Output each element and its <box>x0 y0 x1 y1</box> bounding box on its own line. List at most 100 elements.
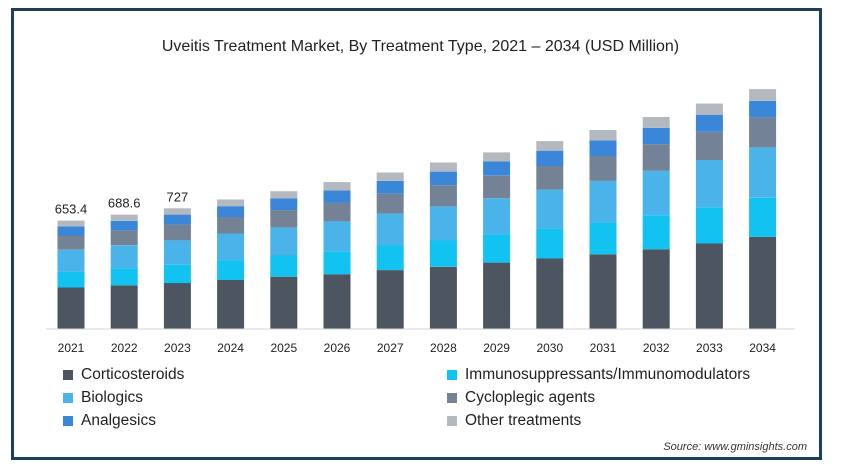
x-tick-labels: 2021 2022 2023 2024 2025 2026 2027 2028 2029 2030… <box>58 341 777 355</box>
source-note: Source: www.gminsights.com <box>663 441 807 453</box>
bar-segment-2026-3 <box>323 202 351 222</box>
x-tick-label: 2034 <box>749 341 776 355</box>
bar-segment-2023-3 <box>163 224 191 241</box>
bar-segment-2031-3 <box>589 156 617 181</box>
chart-title: Uveitis Treatment Market, By Treatment T… <box>161 38 680 55</box>
bar-segment-2025-1 <box>270 255 298 277</box>
bar-segment-2027-2 <box>376 213 404 246</box>
bar-segment-2031-2 <box>589 180 617 223</box>
data-labels: 653.4 688.6 727 <box>55 189 189 216</box>
bar-segment-2033-4 <box>695 114 723 132</box>
bar-segment-2034-3 <box>749 117 777 148</box>
data-label: 653.4 <box>55 202 88 217</box>
bar-segment-2025-4 <box>270 198 298 211</box>
bar-segment-2024-1 <box>217 260 245 280</box>
x-tick-label: 2023 <box>164 341 191 355</box>
bar-segment-2024-2 <box>217 233 245 261</box>
bar-segment-2024-0 <box>217 280 245 329</box>
bar-segment-2033-1 <box>695 207 723 244</box>
bar-segment-2032-2 <box>642 170 670 216</box>
chart-frame <box>11 8 822 460</box>
bar-layer <box>57 89 777 330</box>
bar-segment-2033-3 <box>695 131 723 160</box>
bar-segment-2030-1 <box>536 228 564 259</box>
x-tick-label: 2026 <box>324 341 351 355</box>
x-tick-label: 2027 <box>377 341 404 355</box>
bar-segment-2022-5 <box>110 214 138 221</box>
bar-segment-2029-4 <box>483 161 511 176</box>
x-tick-label: 2021 <box>58 341 85 355</box>
bar-segment-2034-2 <box>749 147 777 198</box>
bar-segment-2021-2 <box>57 249 85 272</box>
bar-segment-2033-0 <box>695 243 723 329</box>
bar-segment-2034-1 <box>749 197 777 237</box>
bar-segment-2032-0 <box>642 249 670 329</box>
bar-segment-2030-4 <box>536 150 564 166</box>
bar-segment-2027-3 <box>376 193 404 214</box>
bar-segment-2022-2 <box>110 245 138 269</box>
bar-segment-2031-1 <box>589 222 617 255</box>
bar-segment-2026-2 <box>323 221 351 252</box>
bar-segment-2025-3 <box>270 210 298 228</box>
bar-segment-2026-5 <box>323 182 351 191</box>
bar-segment-2034-4 <box>749 100 777 118</box>
bar-segment-2028-3 <box>429 185 457 207</box>
bar-segment-2028-2 <box>429 206 457 241</box>
bar-segment-2023-1 <box>163 264 191 284</box>
bar-segment-2030-2 <box>536 189 564 229</box>
bar-segment-2024-5 <box>217 199 245 207</box>
bar-segment-2023-4 <box>163 214 191 225</box>
bar-segment-2029-2 <box>483 198 511 235</box>
bar-segment-2023-0 <box>163 283 191 329</box>
bar-segment-2028-4 <box>429 171 457 186</box>
bar-segment-2031-5 <box>589 130 617 141</box>
x-tick-label: 2033 <box>696 341 723 355</box>
bar-segment-2023-5 <box>163 208 191 215</box>
bar-segment-2032-1 <box>642 215 670 250</box>
bar-segment-2031-4 <box>589 140 617 157</box>
x-tick-label: 2032 <box>643 341 670 355</box>
bar-segment-2022-3 <box>110 230 138 246</box>
bar-segment-2026-0 <box>323 274 351 329</box>
bar-segment-2022-4 <box>110 220 138 231</box>
bar-segment-2032-5 <box>642 117 670 128</box>
bar-segment-2021-1 <box>57 271 85 288</box>
bar-segment-2028-0 <box>429 266 457 330</box>
bar-segment-2021-3 <box>57 235 85 250</box>
bar-segment-2033-2 <box>695 160 723 208</box>
bar-segment-2032-4 <box>642 127 670 145</box>
bar-segment-2028-1 <box>429 240 457 267</box>
bar-segment-2028-5 <box>429 162 457 172</box>
bar-segment-2030-3 <box>536 166 564 190</box>
bar-segment-2024-4 <box>217 206 245 217</box>
bar-segment-2022-0 <box>110 285 138 329</box>
bar-segment-2023-2 <box>163 240 191 265</box>
bar-segment-2027-1 <box>376 245 404 271</box>
bar-segment-2031-0 <box>589 254 617 329</box>
bar-segment-2030-5 <box>536 141 564 151</box>
bar-segment-2034-0 <box>749 236 777 329</box>
data-label: 688.6 <box>108 196 141 211</box>
bar-segment-2026-4 <box>323 190 351 203</box>
bar-segment-2021-4 <box>57 226 85 236</box>
x-tick-label: 2029 <box>483 341 510 355</box>
x-tick-label: 2022 <box>111 341 138 355</box>
bar-segment-2021-5 <box>57 220 85 227</box>
bar-segment-2032-3 <box>642 144 670 171</box>
x-tick-label: 2025 <box>270 341 297 355</box>
data-label: 727 <box>167 189 189 204</box>
bar-segment-2033-5 <box>695 103 723 115</box>
bar-segment-2025-5 <box>270 191 298 199</box>
bar-segment-2027-4 <box>376 180 404 194</box>
x-tick-label: 2030 <box>536 341 563 355</box>
bar-segment-2029-5 <box>483 152 511 162</box>
bar-segment-2029-0 <box>483 262 511 329</box>
bar-segment-2029-1 <box>483 234 511 263</box>
x-tick-label: 2028 <box>430 341 457 355</box>
bar-segment-2027-0 <box>376 270 404 329</box>
x-tick-label: 2031 <box>590 341 617 355</box>
bar-segment-2021-0 <box>57 287 85 329</box>
bar-segment-2022-1 <box>110 268 138 286</box>
bar-segment-2027-5 <box>376 172 404 181</box>
